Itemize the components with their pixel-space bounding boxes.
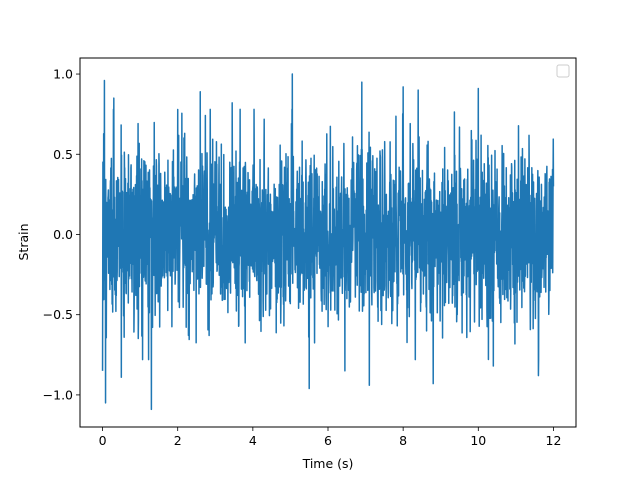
y-tick-label: −0.5 [43,307,73,322]
y-tick-label: 0.0 [53,227,73,242]
x-axis-label: Time (s) [302,456,354,471]
y-tick-label: 0.5 [53,147,73,162]
strain-series-line [101,73,555,411]
x-tick-label: 10 [470,433,486,448]
y-tick-label: 1.0 [53,67,73,82]
axes-spines [79,57,577,428]
x-tick-label: 0 [99,433,107,448]
plot-area [101,73,555,411]
x-tick-label: 12 [546,433,562,448]
x-tick-label: 4 [249,433,257,448]
x-tick-label: 2 [174,433,182,448]
y-tick-label: −1.0 [43,387,73,402]
x-tick-label: 8 [399,433,407,448]
x-tick-label: 6 [324,433,332,448]
axes: 0 2 4 6 8 10 12 −1.0 −0.5 0.0 0.5 1.0 [43,67,562,448]
legend-box [556,64,570,78]
legend [556,64,570,78]
axes-frame [79,57,577,428]
y-axis-label: Strain [16,223,31,260]
